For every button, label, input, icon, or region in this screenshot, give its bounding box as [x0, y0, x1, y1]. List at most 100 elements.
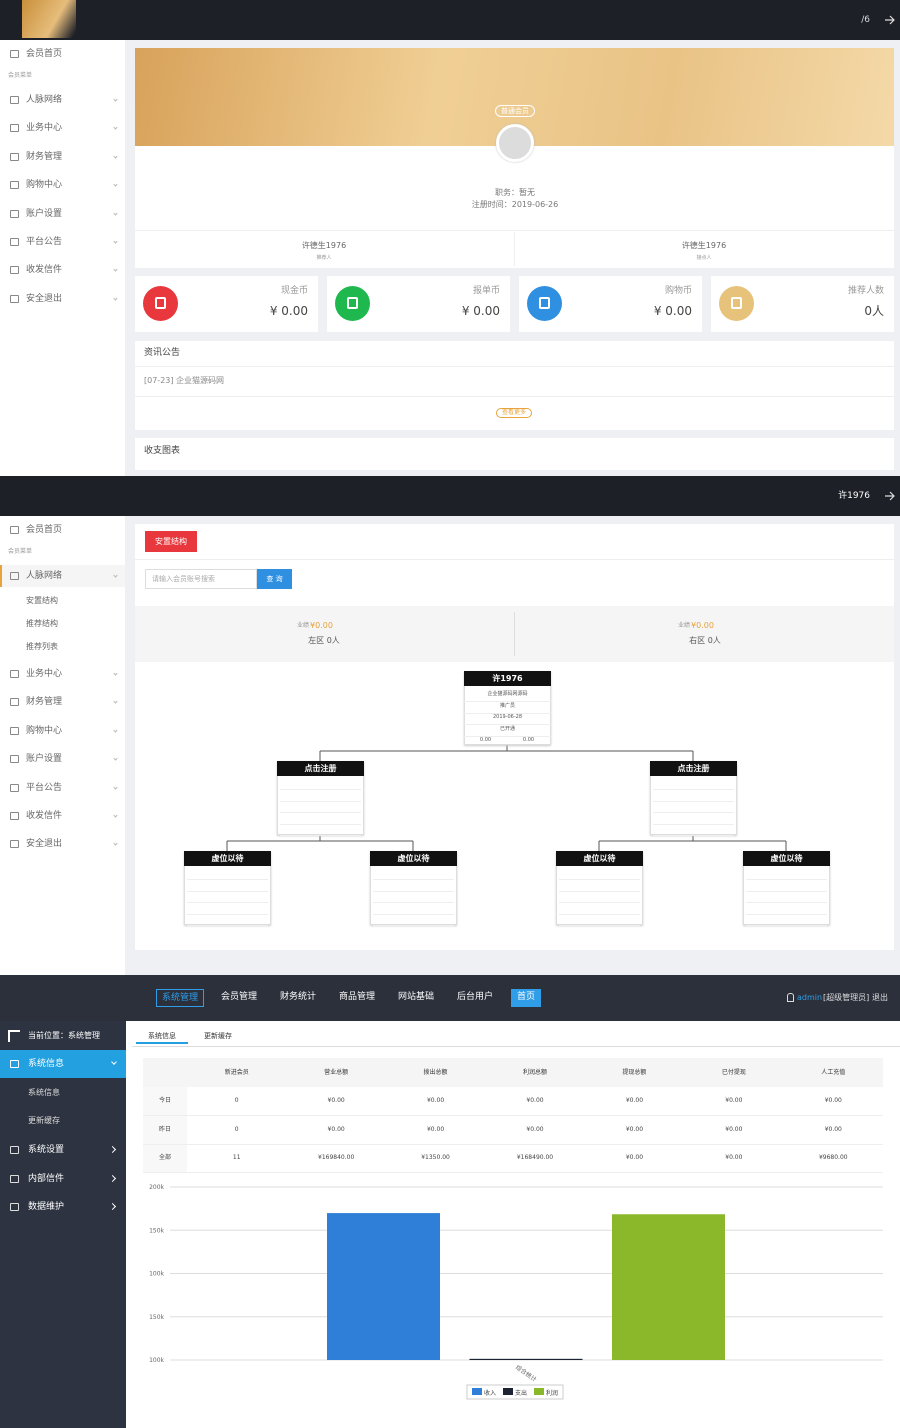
nav-item[interactable]: 网站基础 [397, 992, 434, 1002]
table-header: 已付提现 [721, 1069, 746, 1076]
zone-perf: ¥0.00 [310, 621, 333, 630]
menu-icon [10, 726, 19, 735]
user-icon [787, 993, 794, 1002]
table-cell: ¥0.00 [625, 1154, 644, 1161]
search-input[interactable]: 请输入会员账号搜索 [145, 569, 257, 589]
wallet-value: ¥ 0.00 [461, 304, 500, 318]
sidebar-item[interactable]: 购物中心 [26, 725, 63, 736]
sidebar-item[interactable]: 购物中心 [26, 180, 63, 191]
submenu-item[interactable]: 安置结构 [26, 596, 58, 605]
user-menu[interactable]: 许1976 [838, 491, 870, 501]
sidebar-item[interactable]: 财务管理 [26, 697, 63, 708]
tab[interactable]: 系统信息 [136, 1028, 188, 1044]
sidebar-item[interactable]: 收发信件 [26, 265, 63, 276]
wallet-icon-mark [731, 297, 742, 309]
sidebar-item[interactable]: 系统设置 [28, 1145, 65, 1155]
table-row-line [143, 1143, 883, 1145]
submenu-item[interactable]: 推荐列表 [26, 642, 58, 651]
tree-node-row [187, 879, 268, 880]
top-bar [0, 0, 900, 40]
nav-item[interactable]: 首页 [511, 989, 541, 1007]
table-cell: ¥0.00 [824, 1125, 842, 1133]
wallet-icon [143, 286, 178, 321]
legend-label: 利润 [546, 1389, 558, 1397]
tree-node-row [746, 913, 827, 915]
tree-node-row [187, 913, 268, 915]
news-more[interactable]: 查看更多 [496, 408, 532, 418]
table-cell: 今日 [158, 1097, 171, 1104]
sidebar-item[interactable]: 人脉网络 [26, 571, 63, 581]
wallet-label: 报单币 [472, 286, 500, 296]
news-item[interactable]: [07-23] 企业猫源码网 [144, 376, 225, 385]
sidebar-item[interactable]: 人脉网络 [26, 95, 63, 105]
sidebar-item[interactable]: 账户设置 [26, 208, 63, 219]
table-row-line [143, 1172, 883, 1173]
tree-node-row [373, 902, 454, 903]
sidebar-subitem[interactable]: 系统信息 [28, 1088, 60, 1097]
menu-icon [10, 152, 19, 161]
tree-node-title: 点击注册 [277, 761, 364, 776]
menu-icon [10, 181, 19, 190]
zone-perf-label: 业绩 [677, 622, 690, 629]
nav-item[interactable]: 财务统计 [279, 992, 316, 1002]
zone-perf-label: 业绩 [296, 622, 309, 629]
chart-section-title: 收支图表 [144, 446, 181, 456]
sidebar-item[interactable]: 业务中心 [26, 123, 63, 134]
nav-item[interactable]: 后台用户 [456, 992, 493, 1002]
sidebar-item[interactable]: 内部信件 [28, 1173, 65, 1184]
sidebar-item[interactable]: 平台公告 [26, 782, 63, 793]
tab-button[interactable]: 安置结构 [145, 531, 197, 552]
sidebar-item[interactable]: 安全退出 [26, 839, 63, 850]
user-menu[interactable]: /6 [861, 15, 870, 25]
sidebar-item[interactable]: 安全退出 [26, 293, 63, 304]
tree-connectors [226, 745, 787, 851]
menu-icon [10, 670, 19, 678]
sidebar-item[interactable]: 收发信件 [26, 811, 63, 821]
divider [514, 232, 515, 266]
zone-name: 右区 0人 [689, 636, 721, 645]
table-header: 人工充值 [821, 1069, 846, 1076]
table-cell: ¥0.00 [426, 1097, 445, 1104]
wallet-icon-mark [539, 297, 550, 309]
legend-swatch [534, 1388, 544, 1395]
admin-name[interactable]: admin [797, 993, 823, 1002]
nav-item[interactable]: 系统管理 [156, 989, 204, 1007]
sidebar-subitem[interactable]: 更新缓存 [28, 1116, 60, 1125]
sidebar-item[interactable]: 账户设置 [26, 754, 63, 765]
table-cell: ¥0.00 [725, 1125, 743, 1133]
table-cell: ¥0.00 [526, 1125, 544, 1133]
table-cell: ¥0.00 [725, 1154, 743, 1161]
tree-node-row [746, 925, 827, 926]
tree-node-title: 虚位以待 [184, 851, 271, 866]
sidebar-item[interactable]: 会员首页 [26, 525, 63, 535]
tab[interactable]: 更新缓存 [204, 1032, 232, 1040]
wallet-icon-mark [347, 297, 358, 309]
tabs-line [132, 1046, 900, 1047]
sidebar-item[interactable]: 财务管理 [26, 151, 63, 162]
sidebar-item[interactable]: 平台公告 [26, 237, 63, 247]
tree-node-row [373, 879, 454, 880]
search-button[interactable]: 查 询 [257, 569, 292, 589]
admin-logout[interactable]: 退出 [872, 993, 888, 1002]
sidebar-item[interactable]: 数据维护 [28, 1202, 65, 1212]
nav-item[interactable]: 会员管理 [220, 992, 257, 1002]
table-cell: 11 [232, 1154, 241, 1161]
legend-swatch [503, 1388, 513, 1395]
sidebar-item[interactable]: 系统信息 [28, 1059, 65, 1069]
bar [612, 1214, 725, 1360]
menu-icon [10, 96, 19, 104]
submenu-item[interactable]: 推荐结构 [26, 619, 58, 628]
x-axis-label: 综合统计 [514, 1363, 538, 1383]
tree-node-row [653, 800, 734, 802]
menu-icon [10, 1060, 19, 1068]
sidebar-item[interactable]: 业务中心 [26, 669, 63, 679]
nav-item[interactable]: 商品管理 [338, 992, 375, 1002]
tree-node-row [373, 925, 454, 926]
logo [22, 0, 76, 38]
sidebar-active [0, 565, 125, 587]
sidebar-item[interactable]: 会员首页 [26, 49, 63, 59]
arrow [885, 15, 895, 25]
table-row-line [143, 1115, 883, 1116]
